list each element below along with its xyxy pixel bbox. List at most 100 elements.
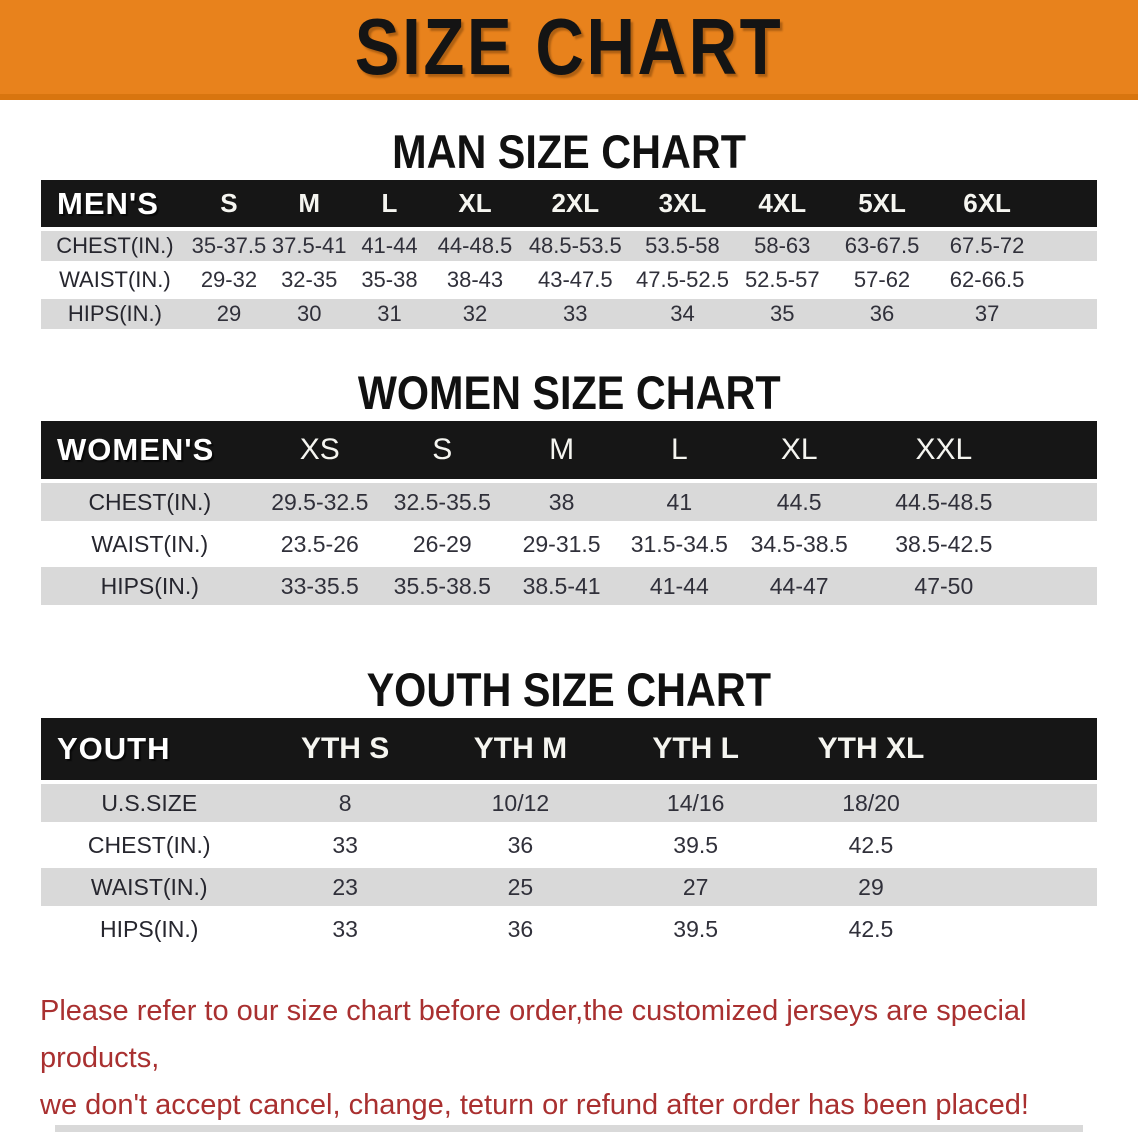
row-label-chest: CHEST(IN.) bbox=[41, 483, 259, 521]
value-cell: 29 bbox=[188, 299, 270, 329]
filler-cell bbox=[958, 826, 1097, 864]
women-table-corner-label: WOMEN'S bbox=[41, 421, 259, 479]
value-cell: 38-43 bbox=[429, 265, 521, 295]
value-cell: 44.5-48.5 bbox=[859, 483, 1029, 521]
value-cell: 42.5 bbox=[783, 826, 959, 864]
size-col-5xl: 5XL bbox=[829, 180, 935, 227]
size-col-yth-l: YTH L bbox=[608, 718, 784, 780]
filler-cell bbox=[1039, 180, 1097, 227]
value-cell: 14/16 bbox=[608, 784, 784, 822]
value-cell: 32-35 bbox=[269, 265, 350, 295]
size-col-l: L bbox=[619, 421, 739, 479]
value-cell: 29-31.5 bbox=[503, 525, 620, 563]
women-section-heading: WOMEN SIZE CHART bbox=[0, 369, 1138, 417]
size-col-xs: XS bbox=[258, 421, 382, 479]
value-cell: 38.5-41 bbox=[503, 567, 620, 605]
value-cell: 44.5 bbox=[738, 483, 860, 521]
value-cell: 53.5-58 bbox=[630, 231, 735, 261]
bottom-divider bbox=[55, 1125, 1083, 1132]
value-cell: 47.5-52.5 bbox=[630, 265, 735, 295]
row-label-chest: CHEST(IN.) bbox=[41, 826, 258, 864]
value-cell: 33-35.5 bbox=[258, 567, 382, 605]
value-cell: 32 bbox=[429, 299, 521, 329]
size-col-4xl: 4XL bbox=[734, 180, 830, 227]
value-cell: 10/12 bbox=[432, 784, 609, 822]
filler-cell bbox=[1028, 525, 1097, 563]
value-cell: 23.5-26 bbox=[258, 525, 382, 563]
value-cell: 52.5-57 bbox=[734, 265, 830, 295]
value-cell: 30 bbox=[269, 299, 350, 329]
youth-section-heading-text: YOUTH SIZE CHART bbox=[366, 663, 772, 716]
row-label-waist: WAIST(IN.) bbox=[41, 868, 258, 906]
size-col-yth-xl: YTH XL bbox=[783, 718, 959, 780]
value-cell: 33 bbox=[257, 826, 433, 864]
value-cell: 33 bbox=[257, 910, 433, 948]
size-col-3xl: 3XL bbox=[630, 180, 735, 227]
filler-cell bbox=[1028, 421, 1097, 479]
value-cell: 41-44 bbox=[349, 231, 430, 261]
row-label-chest: CHEST(IN.) bbox=[41, 231, 189, 261]
banner-title: SIZE CHART bbox=[354, 2, 784, 91]
value-cell: 43-47.5 bbox=[520, 265, 631, 295]
value-cell: 35.5-38.5 bbox=[381, 567, 504, 605]
value-cell: 29-32 bbox=[188, 265, 270, 295]
value-cell: 26-29 bbox=[381, 525, 504, 563]
value-cell: 25 bbox=[432, 868, 609, 906]
size-col-yth-m: YTH M bbox=[432, 718, 609, 780]
value-cell: 41 bbox=[619, 483, 739, 521]
size-col-l: L bbox=[349, 180, 430, 227]
value-cell: 38.5-42.5 bbox=[859, 525, 1029, 563]
row-label-us-size: U.S.SIZE bbox=[41, 784, 258, 822]
value-cell: 63-67.5 bbox=[829, 231, 935, 261]
value-cell: 31.5-34.5 bbox=[619, 525, 739, 563]
men-waist-row: WAIST(IN.) 29-32 32-35 35-38 38-43 43-47… bbox=[41, 265, 1097, 295]
size-col-m: M bbox=[503, 421, 620, 479]
youth-waist-row: WAIST(IN.) 23 25 27 29 bbox=[41, 868, 1097, 906]
value-cell: 48.5-53.5 bbox=[520, 231, 631, 261]
value-cell: 35-38 bbox=[349, 265, 430, 295]
value-cell: 41-44 bbox=[619, 567, 739, 605]
filler-cell bbox=[1039, 265, 1097, 295]
value-cell: 31 bbox=[349, 299, 430, 329]
value-cell: 35-37.5 bbox=[188, 231, 270, 261]
value-cell: 18/20 bbox=[783, 784, 959, 822]
value-cell: 42.5 bbox=[783, 910, 959, 948]
value-cell: 23 bbox=[257, 868, 433, 906]
filler-cell bbox=[958, 784, 1097, 822]
women-hips-row: HIPS(IN.) 33-35.5 35.5-38.5 38.5-41 41-4… bbox=[41, 567, 1097, 605]
men-hips-row: HIPS(IN.) 29 30 31 32 33 34 35 36 37 bbox=[41, 299, 1097, 329]
youth-hips-row: HIPS(IN.) 33 36 39.5 42.5 bbox=[41, 910, 1097, 948]
value-cell: 67.5-72 bbox=[934, 231, 1040, 261]
size-col-xl: XL bbox=[738, 421, 860, 479]
value-cell: 8 bbox=[257, 784, 433, 822]
youth-ussize-row: U.S.SIZE 8 10/12 14/16 18/20 bbox=[41, 784, 1097, 822]
value-cell: 39.5 bbox=[608, 826, 784, 864]
youth-table-corner-label: YOUTH bbox=[41, 718, 258, 780]
youth-header-row: YOUTH YTH S YTH M YTH L YTH XL bbox=[41, 718, 1097, 780]
value-cell: 32.5-35.5 bbox=[381, 483, 504, 521]
value-cell: 27 bbox=[608, 868, 784, 906]
women-size-table: WOMEN'S XS S M L XL XXL CHEST(IN.) 29.5-… bbox=[41, 417, 1097, 609]
women-waist-row: WAIST(IN.) 23.5-26 26-29 29-31.5 31.5-34… bbox=[41, 525, 1097, 563]
value-cell: 47-50 bbox=[859, 567, 1029, 605]
men-chest-row: CHEST(IN.) 35-37.5 37.5-41 41-44 44-48.5… bbox=[41, 231, 1097, 261]
value-cell: 35 bbox=[734, 299, 830, 329]
value-cell: 36 bbox=[432, 910, 609, 948]
value-cell: 44-48.5 bbox=[429, 231, 521, 261]
size-col-xxl: XXL bbox=[859, 421, 1029, 479]
youth-size-table: YOUTH YTH S YTH M YTH L YTH XL U.S.SIZE … bbox=[41, 714, 1097, 952]
youth-chest-row: CHEST(IN.) 33 36 39.5 42.5 bbox=[41, 826, 1097, 864]
value-cell: 36 bbox=[829, 299, 935, 329]
filler-cell bbox=[958, 868, 1097, 906]
value-cell: 44-47 bbox=[738, 567, 860, 605]
women-section-heading-text: WOMEN SIZE CHART bbox=[357, 366, 781, 419]
row-label-hips: HIPS(IN.) bbox=[41, 910, 258, 948]
women-chest-row: CHEST(IN.) 29.5-32.5 32.5-35.5 38 41 44.… bbox=[41, 483, 1097, 521]
size-col-xl: XL bbox=[429, 180, 521, 227]
value-cell: 39.5 bbox=[608, 910, 784, 948]
size-col-m: M bbox=[269, 180, 350, 227]
filler-cell bbox=[1039, 299, 1097, 329]
value-cell: 58-63 bbox=[734, 231, 830, 261]
men-header-row: MEN'S S M L XL 2XL 3XL 4XL 5XL 6XL bbox=[41, 180, 1097, 227]
